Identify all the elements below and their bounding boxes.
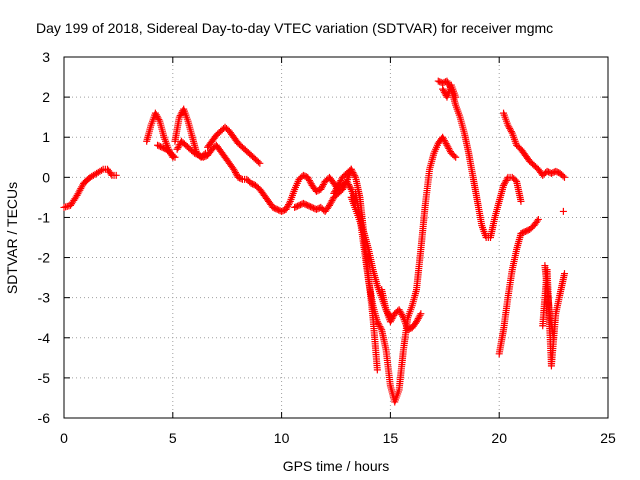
plot-frame [63,56,609,419]
data-point [399,312,407,320]
chart-title: Day 199 of 2018, Sidereal Day-to-day VTE… [36,20,553,36]
y-tick-label: -2 [38,250,51,266]
data-point [560,270,568,278]
x-tick-label: 15 [383,430,399,446]
y-tick-label: 0 [42,169,50,185]
y-tick-label: -1 [38,209,51,225]
data-point [550,334,558,342]
x-tick-label: 10 [274,430,290,446]
data-point [517,197,525,205]
x-tick-label: 5 [169,430,177,446]
y-tick-label: -5 [38,370,51,386]
y-tick-label: -3 [38,290,51,306]
x-tick-label: 25 [600,430,616,446]
y-tick-label: 2 [42,89,50,105]
x-axis-label: GPS time / hours [283,458,390,474]
data-point [351,172,359,180]
y-tick-label: -4 [38,330,51,346]
y-tick-label: 3 [42,49,50,65]
y-tick-label: 1 [42,129,50,145]
grid-lines [64,57,608,418]
data-point [377,324,385,332]
data-point [346,184,354,192]
data-point [559,207,567,215]
data-point [417,310,425,318]
data-point [560,173,568,181]
axis-ticks: 0 5 10 15 20 25 -6 -5 -4 -3 -2 -1 0 1 2 3 [38,49,616,446]
data-point [237,175,245,183]
data-point [452,153,460,161]
data-point [559,172,567,180]
data-point [256,159,264,167]
data-point [507,128,515,136]
data-point [98,166,106,174]
data-point [254,158,262,166]
data-point [155,116,163,124]
data-point [452,93,460,101]
data-point [534,215,542,223]
data-point [171,153,179,161]
data-point [107,170,115,178]
data-point [342,179,350,187]
x-tick-label: 0 [60,430,68,446]
data-point [112,171,120,179]
data-point [503,175,511,183]
y-axis-label: SDTVAR / TECUs [4,182,20,294]
data-point [170,152,178,160]
y-tick-label: -6 [38,410,51,426]
data-point [373,366,381,374]
data-point [416,311,424,319]
data-point [285,199,293,207]
x-tick-label: 20 [491,430,507,446]
data-point [450,152,458,160]
data-series [60,77,568,406]
data-point [533,217,541,225]
